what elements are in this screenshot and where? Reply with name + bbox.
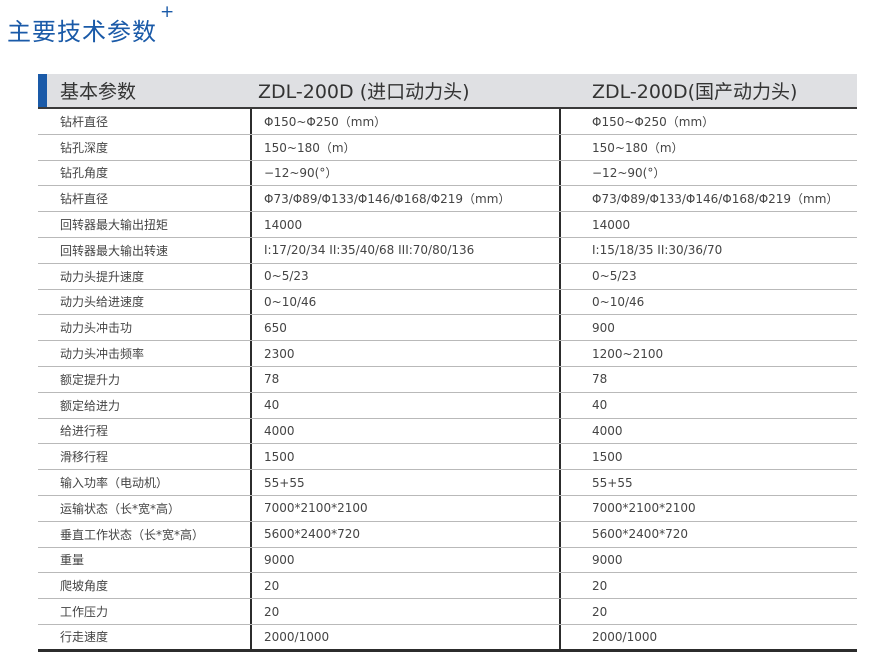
domestic-value: 7000*2100*2100	[592, 501, 696, 516]
domestic-value: 20	[592, 604, 608, 619]
imported-value: 1500	[252, 444, 561, 470]
imported-value: 2300	[252, 341, 561, 366]
param-name: 动力头冲击功	[38, 315, 252, 341]
param-name: 行走速度	[38, 624, 252, 649]
param-name: 动力头提升速度	[38, 263, 252, 289]
imported-value: Φ73/Φ89/Φ133/Φ146/Φ168/Φ219（mm）	[252, 186, 561, 212]
param-name: 滑移行程	[38, 444, 252, 470]
domestic-value: 55+55	[592, 475, 633, 490]
imported-value: 150~180（m）	[252, 134, 561, 160]
param-name: 额定给进力	[38, 392, 252, 418]
table-row: 动力头给进速度 0~10/46 0~10/46	[38, 289, 857, 316]
imported-value: 5600*2400*720	[252, 521, 561, 547]
table-row: 钻孔角度 −12~90(°） −12~90(°）	[38, 160, 857, 187]
imported-value: Φ150~Φ250（mm）	[252, 109, 561, 134]
param-name: 输入功率（电动机）	[38, 470, 252, 495]
table-row: 额定提升力 78 78	[38, 366, 857, 393]
param-name: 重量	[38, 547, 252, 573]
plus-mark: +	[160, 2, 175, 22]
param-name: 给进行程	[38, 418, 252, 444]
domestic-value: 2000/1000	[592, 629, 658, 644]
domestic-value: 5600*2400*720	[592, 527, 688, 542]
imported-value: 78	[252, 366, 561, 392]
param-name: 爬坡角度	[38, 573, 252, 599]
domestic-value: 78	[592, 372, 608, 387]
table-row: 动力头提升速度 0~5/23 0~5/23	[38, 263, 857, 290]
table-row: 行走速度 2000/1000 2000/1000	[38, 624, 857, 652]
param-name: 动力头给进速度	[38, 289, 252, 315]
header-param: 基本参数	[60, 81, 137, 103]
table-row: 回转器最大输出转速 I:17/20/34 II:35/40/68 III:70/8…	[38, 237, 857, 264]
table-row: 钻杆直径 Φ150~Φ250（mm） Φ150~Φ250（mm）	[38, 109, 857, 135]
table-row: 钻杆直径 Φ73/Φ89/Φ133/Φ146/Φ168/Φ219（mm） Φ73/Φ…	[38, 186, 857, 213]
param-name: 回转器最大输出扭矩	[38, 212, 252, 237]
imported-value: 0~5/23	[252, 263, 561, 289]
header-imported: ZDL-200D (进口动力头)	[258, 81, 470, 103]
domestic-value: 20	[592, 578, 608, 593]
imported-value: 4000	[252, 418, 561, 444]
table-row: 额定给进力 40 40	[38, 392, 857, 419]
domestic-value: Φ150~Φ250（mm）	[592, 114, 715, 129]
param-name: 额定提升力	[38, 366, 252, 392]
imported-value: 9000	[252, 547, 561, 573]
imported-value: 650	[252, 315, 561, 341]
table-header: 基本参数 ZDL-200D (进口动力头) ZDL-200D(国产动力头)	[38, 74, 857, 109]
domestic-value: 1200~2100	[592, 346, 664, 361]
imported-value: 40	[252, 392, 561, 418]
domestic-value: 4000	[592, 423, 623, 438]
imported-value: 55+55	[252, 470, 561, 495]
spec-table: 基本参数 ZDL-200D (进口动力头) ZDL-200D(国产动力头) 钻杆…	[38, 74, 857, 652]
domestic-value: 1500	[592, 449, 623, 464]
table-row: 滑移行程 1500 1500	[38, 444, 857, 471]
table-row: 输入功率（电动机） 55+55 55+55	[38, 470, 857, 496]
domestic-value: 900	[592, 320, 615, 335]
imported-value: 14000	[252, 212, 561, 237]
table-row: 钻孔深度 150~180（m） 150~180（m）	[38, 134, 857, 161]
table-row: 动力头冲击功 650 900	[38, 315, 857, 342]
header-domestic: ZDL-200D(国产动力头)	[592, 81, 798, 103]
param-name: 垂直工作状态（长*宽*高）	[38, 521, 252, 547]
table-row: 重量 9000 9000	[38, 547, 857, 574]
param-name: 运输状态（长*宽*高）	[38, 495, 252, 521]
domestic-value: −12~90(°）	[592, 166, 666, 181]
domestic-value: 0~5/23	[592, 269, 637, 284]
table-row: 工作压力 20 20	[38, 599, 857, 625]
domestic-value: 40	[592, 398, 608, 413]
domestic-value: I:15/18/35 II:30/36/70	[592, 243, 723, 258]
param-name: 动力头冲击频率	[38, 341, 252, 366]
param-name: 钻孔角度	[38, 160, 252, 186]
table-row: 回转器最大输出扭矩 14000 14000	[38, 212, 857, 238]
page-title: 主要技术参数	[7, 18, 157, 46]
table-row: 动力头冲击频率 2300 1200~2100	[38, 341, 857, 367]
table-row: 垂直工作状态（长*宽*高） 5600*2400*720 5600*2400*720	[38, 521, 857, 548]
imported-value: I:17/20/34 II:35/40/68 III:70/80/136	[252, 237, 561, 263]
domestic-value: 14000	[592, 217, 631, 232]
param-name: 工作压力	[38, 599, 252, 624]
imported-value: 20	[252, 599, 561, 624]
imported-value: 7000*2100*2100	[252, 495, 561, 521]
domestic-value: 9000	[592, 552, 623, 567]
imported-value: 20	[252, 573, 561, 599]
table-row: 运输状态（长*宽*高） 7000*2100*2100 7000*2100*2100	[38, 495, 857, 522]
param-name: 回转器最大输出转速	[38, 237, 252, 263]
accent-bar	[38, 74, 47, 107]
table-row: 给进行程 4000 4000	[38, 418, 857, 445]
domestic-value: 0~10/46	[592, 294, 645, 309]
domestic-value: Φ73/Φ89/Φ133/Φ146/Φ168/Φ219（mm）	[592, 192, 839, 207]
imported-value: 0~10/46	[252, 289, 561, 315]
param-name: 钻杆直径	[38, 186, 252, 212]
imported-value: −12~90(°）	[252, 160, 561, 186]
imported-value: 2000/1000	[252, 624, 561, 649]
param-name: 钻孔深度	[38, 134, 252, 160]
domestic-value: 150~180（m）	[592, 140, 684, 155]
param-name: 钻杆直径	[38, 109, 252, 134]
table-row: 爬坡角度 20 20	[38, 573, 857, 600]
